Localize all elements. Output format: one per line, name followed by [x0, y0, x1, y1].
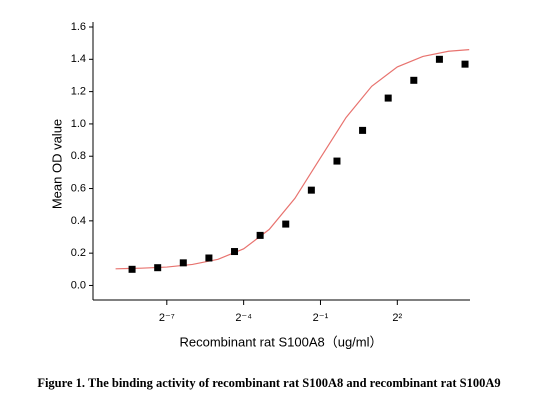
x-tick-label: 2⁻⁴	[235, 312, 252, 324]
data-point	[359, 126, 367, 134]
fit-curve	[115, 49, 470, 270]
y-tick-label: 1.6	[71, 21, 86, 33]
data-point	[461, 60, 469, 68]
data-point	[205, 254, 213, 262]
caption: Figure 1. The binding activity of recomb…	[37, 376, 500, 390]
y-tick-label: 0.8	[71, 150, 86, 162]
data-point	[256, 231, 264, 239]
data-point	[179, 259, 187, 267]
x-axis-label: Recombinant rat S100A8（ug/ml）	[179, 334, 382, 349]
data-point	[231, 248, 239, 256]
y-tick-label: 1.4	[71, 53, 86, 65]
y-axis-label: Mean OD value	[49, 119, 64, 209]
x-tick-label: 2²	[392, 312, 402, 324]
data-point	[307, 186, 315, 194]
y-tick-label: 0.6	[71, 182, 86, 194]
y-tick-label: 1.2	[71, 86, 86, 98]
data-point	[384, 94, 392, 102]
data-point	[128, 265, 136, 273]
data-point	[410, 76, 418, 84]
y-tick-label: 0.2	[71, 247, 86, 259]
data-point	[435, 55, 443, 63]
data-point	[282, 220, 290, 228]
x-tick-label: 2⁻⁷	[159, 312, 175, 324]
y-tick-label: 0.4	[71, 215, 86, 227]
data-point	[333, 157, 341, 165]
data-point	[154, 264, 162, 272]
x-tick-label: 2⁻¹	[313, 312, 329, 324]
y-tick-label: 1.0	[71, 118, 86, 130]
y-tick-label: 0.0	[71, 279, 86, 291]
